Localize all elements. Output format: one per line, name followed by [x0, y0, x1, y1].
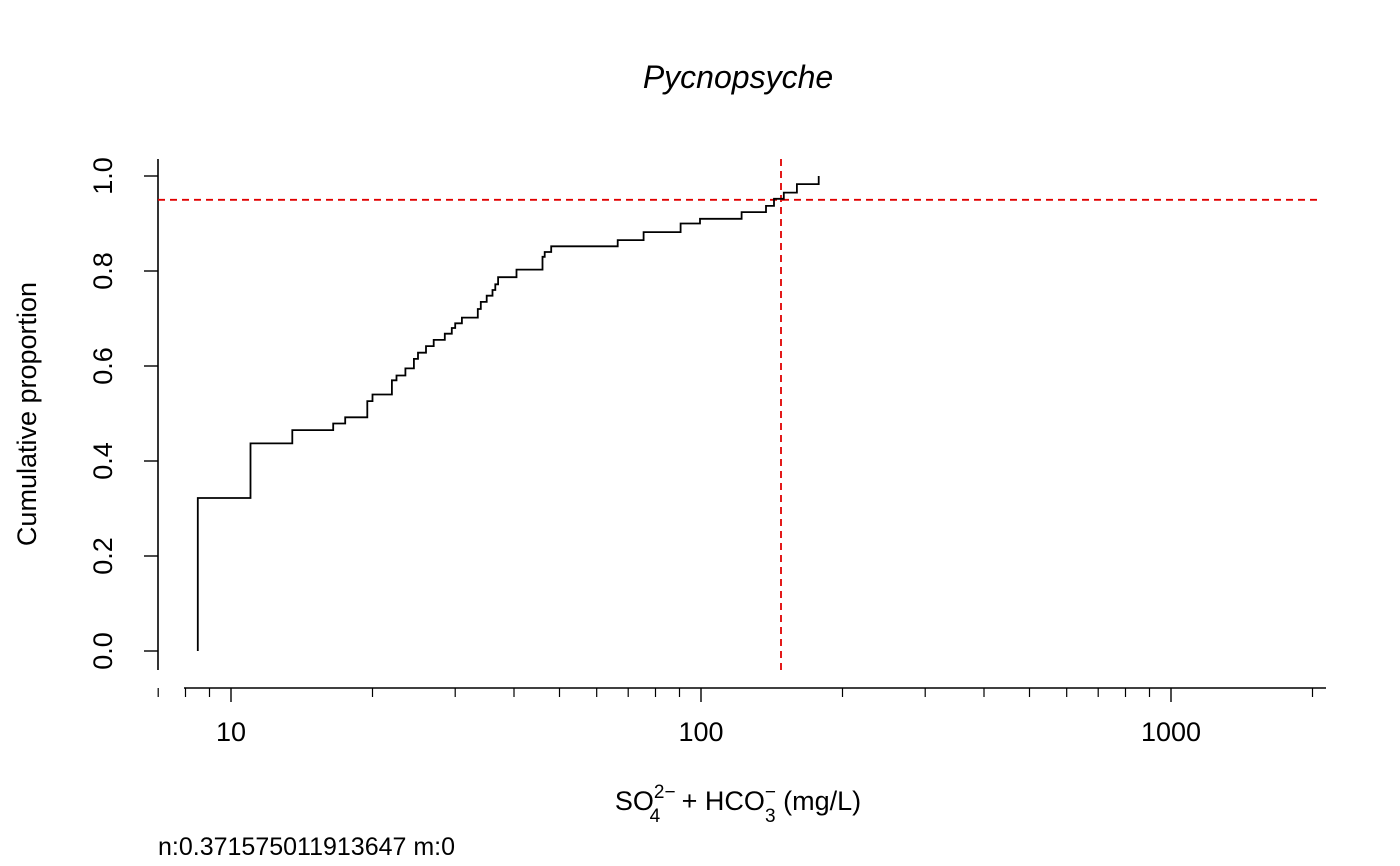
x-tick-label: 1000	[1141, 717, 1201, 747]
x-tick-label: 10	[216, 717, 246, 747]
y-tick-label: 0.0	[88, 632, 118, 670]
series-group	[196, 176, 820, 651]
x-label-so-sub: 4	[650, 806, 661, 827]
axes	[157, 159, 1326, 689]
y-tick-label: 0.2	[88, 537, 118, 575]
y-tick-label: 0.4	[88, 442, 118, 480]
chart-title: Pycnopsyche	[643, 59, 833, 95]
sample-annotation: n:0.371575011913647 m:0	[158, 833, 455, 861]
y-tick-label: 0.6	[88, 347, 118, 385]
y-tick-label: 1.0	[88, 157, 118, 195]
x-label-hco-sub: 3	[765, 806, 776, 827]
reference-lines	[158, 159, 1320, 670]
y-tick-label: 0.8	[88, 252, 118, 290]
ecdf-step-line	[196, 176, 820, 651]
x-axis-label: SO2− 4 + HCO− 3 (mg/L)	[615, 782, 861, 827]
x-label-hco: + HCO	[674, 786, 765, 816]
x-ticks: 10 100 1000	[157, 688, 1314, 747]
x-label-units: (mg/L)	[776, 786, 862, 816]
x-tick-label: 100	[678, 717, 723, 747]
y-ticks: 0.0 0.2 0.4 0.6 0.8 1.0	[88, 157, 158, 670]
x-label-so-sup: 2−	[654, 782, 676, 803]
x-label-so: SO	[615, 786, 654, 816]
y-axis-label: Cumulative proportion	[12, 282, 42, 546]
x-label-hco-sup: −	[765, 782, 776, 803]
